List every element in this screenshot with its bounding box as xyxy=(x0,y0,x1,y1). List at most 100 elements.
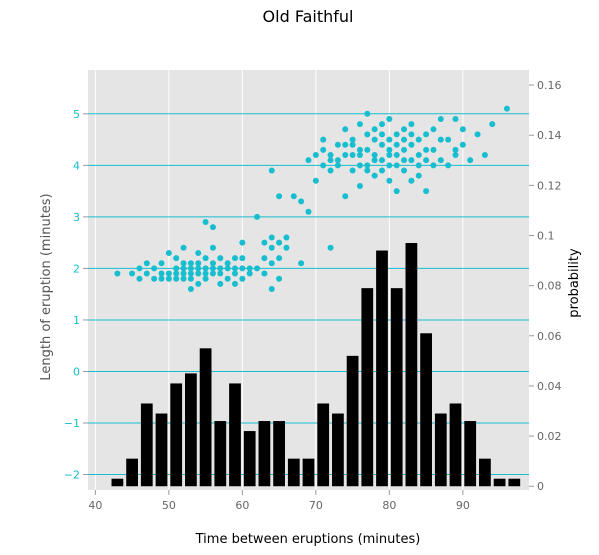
histogram-bar xyxy=(332,413,344,487)
scatter-point xyxy=(371,136,378,143)
scatter-point xyxy=(371,152,378,159)
scatter-point xyxy=(481,152,488,159)
scatter-point xyxy=(283,234,290,241)
scatter-point xyxy=(246,270,253,277)
scatter-point xyxy=(393,141,400,148)
scatter-point xyxy=(379,167,385,174)
scatter-point xyxy=(320,162,327,169)
histogram-bar xyxy=(243,431,256,487)
histogram-bar xyxy=(405,243,418,487)
scatter-point xyxy=(437,115,444,122)
x-tick-label: 50 xyxy=(162,499,176,512)
scatter-point xyxy=(401,136,408,143)
scatter-point xyxy=(327,244,334,251)
scatter-point xyxy=(503,105,510,112)
scatter-point xyxy=(349,167,356,174)
scatter-point xyxy=(423,146,430,153)
y2-axis-title: probability xyxy=(567,248,582,318)
histogram-bar xyxy=(434,413,447,487)
scatter-point xyxy=(371,126,378,133)
scatter-point xyxy=(452,115,459,122)
scatter-point xyxy=(158,275,165,282)
scatter-point xyxy=(379,141,385,148)
histogram-bar xyxy=(287,458,300,487)
scatter-point xyxy=(173,265,180,272)
scatter-point xyxy=(209,244,216,251)
scatter-point xyxy=(393,188,400,195)
scatter-point xyxy=(393,131,400,138)
scatter-point xyxy=(232,255,238,262)
scatter-point xyxy=(224,265,231,272)
scatter-point xyxy=(217,265,224,272)
scatter-point xyxy=(217,255,224,262)
scatter-point xyxy=(232,280,238,287)
scatter-point xyxy=(437,136,444,143)
scatter-point xyxy=(136,275,143,282)
histogram-bar xyxy=(229,383,241,487)
histogram-bar xyxy=(508,478,521,487)
scatter-point xyxy=(430,126,437,133)
scatter-point xyxy=(423,188,430,195)
scatter-point xyxy=(180,260,187,267)
scatter-point xyxy=(268,260,275,267)
scatter-point xyxy=(386,177,393,184)
scatter-point xyxy=(401,167,408,174)
scatter-point xyxy=(342,193,349,200)
scatter-point xyxy=(173,255,180,262)
scatter-point xyxy=(217,270,224,277)
scatter-point xyxy=(386,146,393,153)
scatter-point xyxy=(371,157,378,164)
y-tick-label: 1 xyxy=(73,314,80,327)
scatter-point xyxy=(408,141,415,148)
scatter-point xyxy=(342,152,349,159)
scatter-point xyxy=(173,270,180,277)
scatter-point xyxy=(239,239,246,246)
scatter-point xyxy=(371,172,378,179)
scatter-point xyxy=(408,157,415,164)
scatter-point xyxy=(401,146,408,153)
scatter-points xyxy=(114,105,510,293)
axes: 40 50 60 70 80 90−2−101234500.020.040.060.080… xyxy=(64,79,562,512)
scatter-point xyxy=(195,249,202,256)
scatter-point xyxy=(298,260,305,267)
scatter-point xyxy=(187,275,194,282)
scatter-point xyxy=(334,141,341,148)
y2-tick-label: 0.1 xyxy=(537,229,555,242)
scatter-point xyxy=(202,219,209,226)
scatter-point xyxy=(195,270,202,277)
scatter-point xyxy=(232,265,238,272)
y2-tick-label: 0.08 xyxy=(537,280,562,293)
scatter-point xyxy=(261,255,268,262)
y2-tick-label: 0.04 xyxy=(537,380,562,393)
x-axis-title: Time between eruptions (minutes) xyxy=(195,532,421,547)
histogram-bar xyxy=(258,421,271,487)
y2-tick-label: 0.02 xyxy=(537,430,562,443)
scatter-point xyxy=(276,255,283,262)
scatter-point xyxy=(187,286,194,293)
histogram-bar xyxy=(155,413,168,487)
scatter-point xyxy=(143,270,150,277)
scatter-point xyxy=(195,265,202,272)
scatter-point xyxy=(114,270,121,277)
scatter-point xyxy=(386,115,393,122)
scatter-point xyxy=(415,152,422,159)
scatter-point xyxy=(268,234,275,241)
scatter-point xyxy=(445,136,452,143)
scatter-point xyxy=(430,162,437,169)
scatter-point xyxy=(320,146,327,153)
scatter-point xyxy=(209,260,216,267)
histogram-bar xyxy=(185,373,197,487)
scatter-point xyxy=(254,265,261,272)
scatter-point xyxy=(202,265,209,272)
scatter-point xyxy=(209,265,216,272)
x-tick-label: 40 xyxy=(88,499,102,512)
scatter-point xyxy=(393,152,400,159)
scatter-point xyxy=(379,131,385,138)
scatter-point xyxy=(143,260,150,267)
histogram-bar xyxy=(140,403,153,487)
scatter-point xyxy=(364,146,371,153)
scatter-point xyxy=(202,275,209,282)
histogram-bar xyxy=(479,458,491,487)
scatter-point xyxy=(283,244,290,251)
